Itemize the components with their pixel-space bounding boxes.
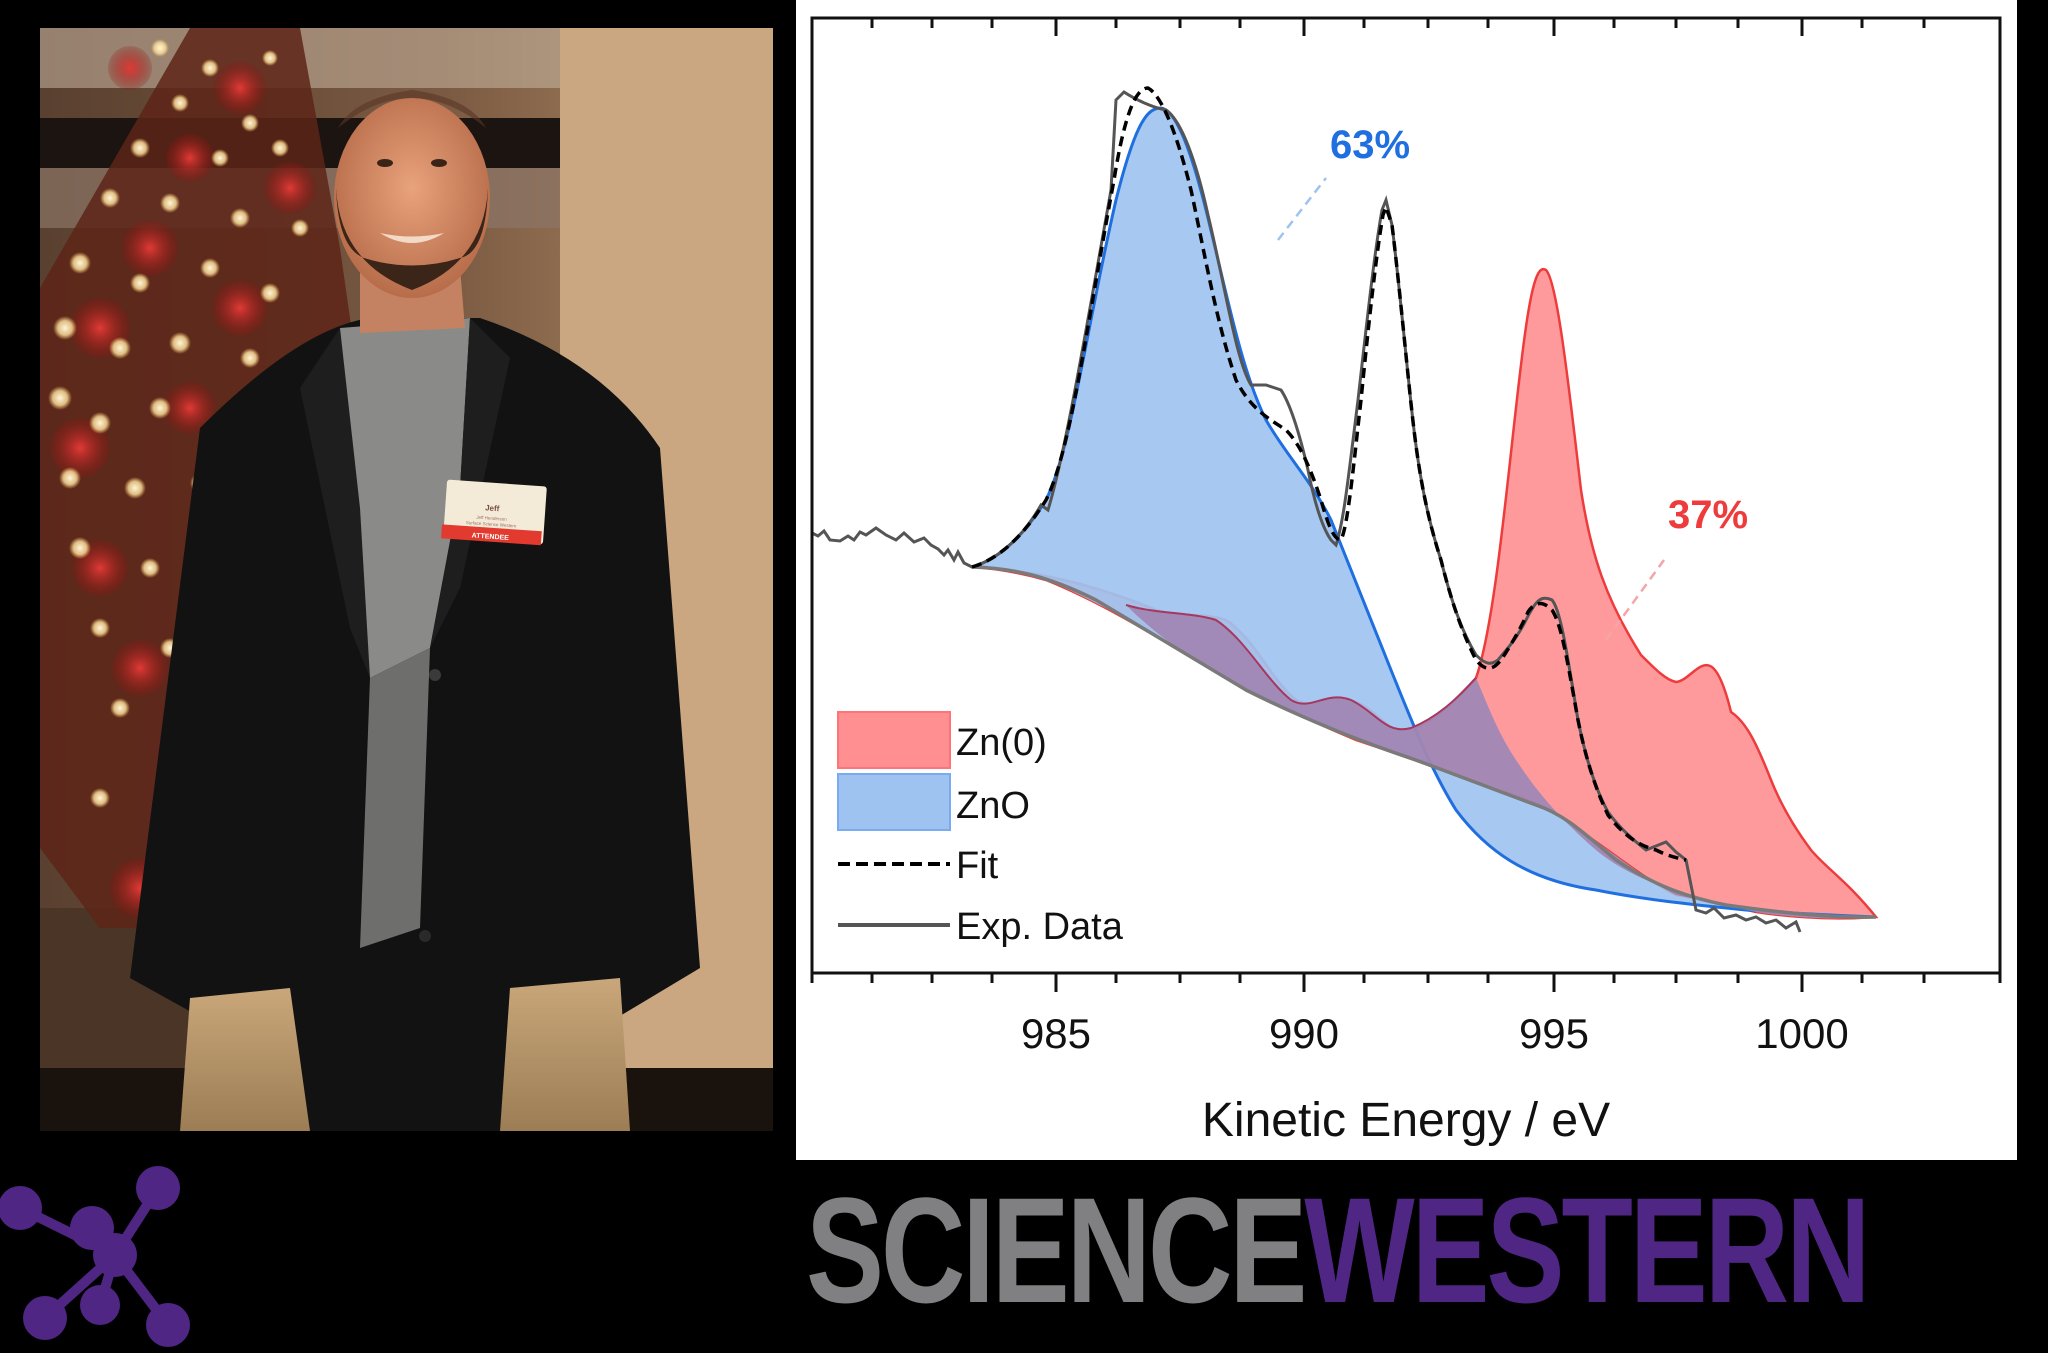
zno-percent-label: 63% bbox=[1330, 123, 1410, 167]
background-line bbox=[971, 565, 1877, 919]
bottom-ticks bbox=[810, 973, 2002, 992]
wordmark-science: SCIENCE bbox=[806, 1166, 1307, 1334]
wordmark-western: WESTERN bbox=[1304, 1166, 1870, 1334]
zn0-percent-label: 37% bbox=[1668, 493, 1748, 537]
legend-swatch-zn0 bbox=[837, 711, 951, 769]
zno-leader-line bbox=[1277, 177, 1327, 241]
xtick-990: 990 bbox=[1269, 1010, 1339, 1057]
science-western-wordmark: SCIENCEWESTERN bbox=[806, 1175, 1871, 1325]
legend-label-zno: ZnO bbox=[956, 785, 1030, 827]
name-badge: Jeff Jeff Henderson Surface Science West… bbox=[441, 479, 547, 546]
xtick-985: 985 bbox=[1021, 1010, 1091, 1057]
zn0-leader-line bbox=[1604, 559, 1666, 641]
portrait-illustration: Jeff Jeff Henderson Surface Science West… bbox=[40, 28, 773, 1131]
zn0-lower-edge bbox=[1125, 604, 1477, 731]
xps-chart: 63% 37% bbox=[810, 16, 2002, 1147]
xps-chart-panel: 63% 37% bbox=[796, 0, 2017, 1160]
plot-frame bbox=[810, 16, 2002, 975]
badge-first-name: Jeff bbox=[485, 503, 500, 513]
legend-swatch-zno bbox=[837, 773, 951, 831]
legend-label-fit: Fit bbox=[956, 845, 999, 887]
molecule-logo-icon bbox=[0, 1160, 200, 1348]
overlap-area bbox=[1126, 605, 1876, 919]
badge-ribbon: ATTENDEE bbox=[471, 532, 509, 542]
xtick-995: 995 bbox=[1519, 1010, 1589, 1057]
legend-label-exp-data: Exp. Data bbox=[956, 906, 1124, 948]
xtick-1000: 1000 bbox=[1755, 1010, 1848, 1057]
fit-line bbox=[971, 86, 1687, 862]
badge-line2: Surface Science Western bbox=[466, 520, 517, 529]
portrait-photo: Jeff Jeff Henderson Surface Science West… bbox=[40, 28, 773, 1131]
zno-area bbox=[972, 108, 1876, 919]
x-axis-label: Kinetic Energy / eV bbox=[1202, 1094, 1610, 1147]
zno-curve bbox=[971, 106, 1877, 919]
top-ticks bbox=[870, 18, 1926, 36]
legend-label-zn0: Zn(0) bbox=[956, 722, 1047, 764]
exp-data-line bbox=[811, 90, 1802, 933]
badge-full-name: Jeff Henderson bbox=[476, 515, 507, 522]
legend: Zn(0) ZnO Fit Exp. Data bbox=[837, 711, 1124, 948]
